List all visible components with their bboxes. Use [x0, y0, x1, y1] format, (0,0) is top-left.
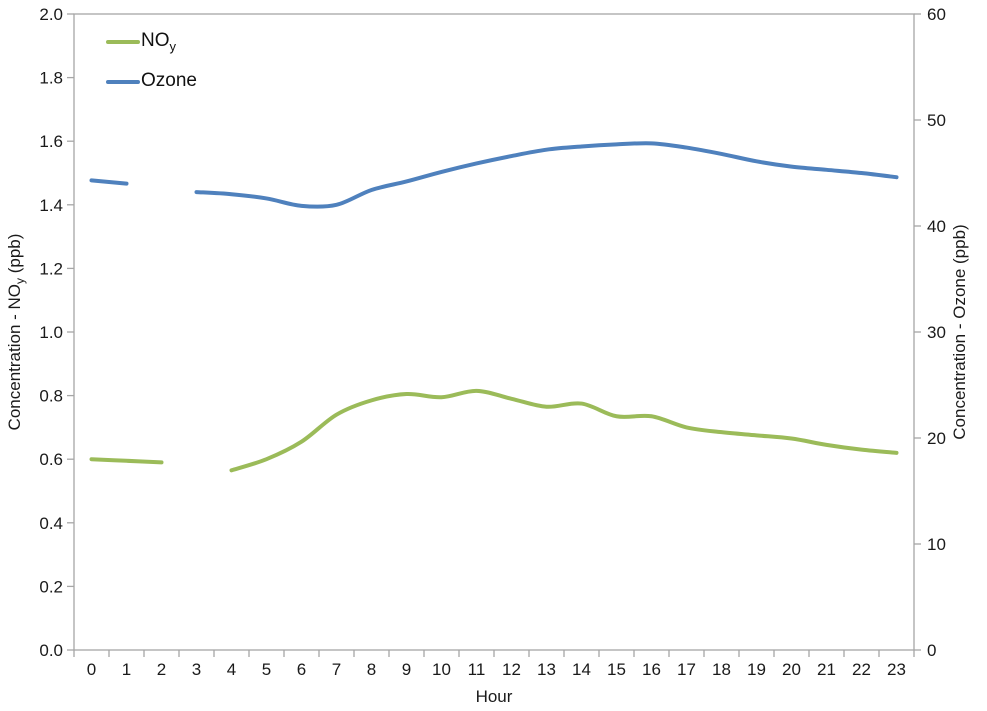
left-axis-tick-label: 1.0 [39, 323, 63, 342]
noy-series-line [229, 388, 899, 473]
legend-swatch-noy-line [106, 40, 140, 44]
x-axis-tick-label: 12 [502, 660, 521, 679]
x-axis-tick-label: 0 [87, 660, 96, 679]
left-axis-tick-label: 0.8 [39, 387, 63, 406]
ozone-series-line [194, 141, 899, 209]
plot-frame [73, 13, 915, 651]
legend-item-ozone: Ozone [106, 68, 197, 96]
left-axis-tick-label: 1.6 [39, 132, 63, 151]
x-axis-tick-label: 13 [537, 660, 556, 679]
legend-swatch-ozone-line [106, 80, 140, 84]
legend-item-noy: NOy [106, 28, 197, 56]
legend-label-noy: NOy [141, 30, 176, 54]
x-axis-tick-label: 21 [817, 660, 836, 679]
x-axis-tick-label: 9 [402, 660, 411, 679]
x-axis-tick-label: 3 [192, 660, 201, 679]
x-axis-tick-label: 8 [367, 660, 376, 679]
x-axis-tick-label: 17 [677, 660, 696, 679]
x-axis-tick-label: 2 [157, 660, 166, 679]
left-axis-tick-label: 0.4 [39, 514, 63, 533]
left-axis-title: Concentration - NOy (ppb) [5, 234, 27, 431]
left-axis-tick-label: 2.0 [39, 5, 63, 24]
x-axis-tick-label: 22 [852, 660, 871, 679]
legend-label-ozone: Ozone [141, 70, 197, 92]
left-axis-tick-label: 0.2 [39, 577, 63, 596]
x-axis-tick-label: 23 [887, 660, 906, 679]
right-axis-title: Concentration - Ozone (ppb) [950, 224, 969, 439]
x-axis-tick-label: 1 [122, 660, 131, 679]
x-axis-tick-label: 5 [262, 660, 271, 679]
left-axis-tick-label: 1.2 [39, 259, 63, 278]
x-axis-tick-label: 11 [468, 660, 486, 679]
x-axis-tick-label: 4 [227, 660, 236, 679]
right-axis-tick-label: 10 [927, 535, 946, 554]
left-axis-tick-label: 0.0 [39, 641, 63, 660]
right-axis-tick-label: 20 [927, 429, 946, 448]
x-axis-tick-label: 10 [432, 660, 451, 679]
x-axis-tick-label: 14 [572, 660, 591, 679]
x-axis-tick-label: 18 [712, 660, 731, 679]
right-axis-tick-label: 0 [927, 641, 936, 660]
right-axis-tick-label: 60 [927, 5, 946, 24]
noy-series-line [89, 457, 164, 465]
right-axis-tick-label: 30 [927, 323, 946, 342]
x-axis-tick-label: 19 [747, 660, 766, 679]
x-axis-tick-label: 15 [607, 660, 626, 679]
right-axis-tick-label: 40 [927, 217, 946, 236]
right-axis-tick-label: 50 [927, 111, 946, 130]
x-axis-tick-label: 7 [332, 660, 341, 679]
left-axis-tick-label: 1.8 [39, 69, 63, 88]
x-axis-tick-label: 6 [297, 660, 306, 679]
left-axis-tick-label: 1.4 [39, 196, 63, 215]
x-axis-tick-label: 20 [782, 660, 801, 679]
ozone-series-line [89, 178, 129, 186]
x-axis-tick-label: 16 [642, 660, 661, 679]
x-axis-title: Hour [476, 687, 513, 706]
chart-legend: NOy Ozone [106, 28, 197, 108]
left-axis-tick-label: 0.6 [39, 450, 63, 469]
